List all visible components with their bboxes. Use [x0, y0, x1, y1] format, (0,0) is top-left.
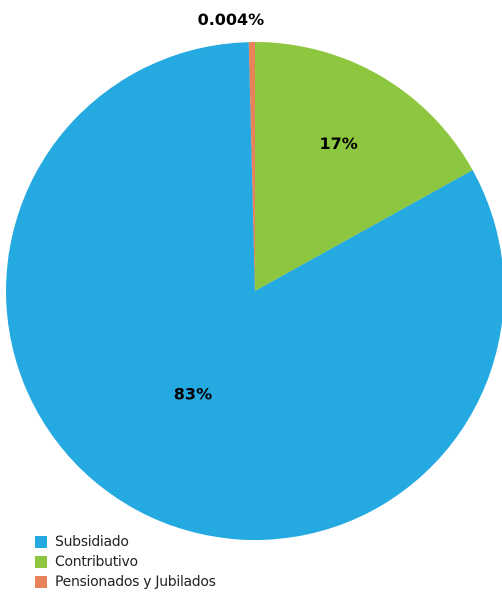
- pie-slice-pensionados: [248, 42, 255, 291]
- data-label-subsidiado: 83%: [174, 385, 212, 404]
- legend-label-contributivo: Contributivo: [55, 554, 138, 570]
- legend: Subsidiado Contributivo Pensionados y Ju…: [35, 532, 216, 592]
- legend-swatch-pensionados: [35, 576, 47, 588]
- data-label-contributivo: 17%: [320, 134, 358, 153]
- legend-item-subsidiado: Subsidiado: [35, 532, 216, 552]
- pie-slice-subsidiado: [6, 42, 502, 540]
- pie-slice-contributivo: [255, 42, 473, 291]
- legend-item-contributivo: Contributivo: [35, 552, 216, 572]
- legend-swatch-contributivo: [35, 556, 47, 568]
- data-label-pensionados: 0.004%: [198, 10, 265, 29]
- legend-label-subsidiado: Subsidiado: [55, 534, 129, 550]
- legend-swatch-subsidiado: [35, 536, 47, 548]
- legend-item-pensionados: Pensionados y Jubilados: [35, 572, 216, 592]
- legend-label-pensionados: Pensionados y Jubilados: [55, 574, 216, 590]
